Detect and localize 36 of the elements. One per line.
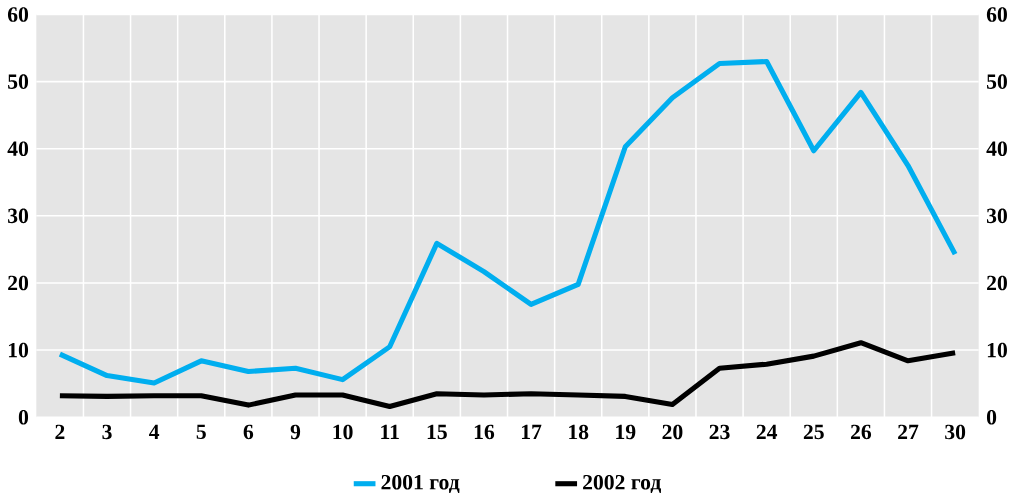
- y-tick-label: 10: [8, 342, 29, 358]
- y2-tick-label: 40: [986, 141, 1007, 157]
- x-tick-label: 18: [569, 424, 589, 440]
- x-tick-label: 24: [756, 424, 778, 440]
- y-tick-label: 20: [8, 275, 29, 291]
- x-tick-label: 30: [945, 424, 966, 440]
- y2-tick-label: 30: [986, 208, 1007, 224]
- x-tick-label: 16: [474, 424, 495, 440]
- y-tick-label: 40: [7, 141, 29, 157]
- legend-label: 2002 год: [583, 475, 662, 494]
- x-tick-label: 27: [898, 424, 919, 440]
- x-tick-label: 25: [803, 424, 824, 440]
- y-tick-label: 0: [18, 410, 29, 425]
- y2-tick-label: 10: [987, 342, 1007, 358]
- y2-tick-label: 60: [986, 7, 1007, 23]
- y2-tick-label: 20: [987, 275, 1007, 291]
- y2-tick-label: 50: [987, 74, 1007, 90]
- x-tick-label: 2: [55, 424, 65, 440]
- x-tick-label: 20: [662, 424, 683, 440]
- x-tick-label: 3: [102, 424, 112, 440]
- x-tick-label: 15: [427, 424, 447, 440]
- x-tick-label: 6: [243, 424, 254, 440]
- x-tick-label: 10: [333, 424, 353, 440]
- x-tick-label: 26: [850, 424, 872, 440]
- x-tick-label: 17: [521, 424, 542, 440]
- x-tick-label: 23: [709, 424, 730, 440]
- y-tick-label: 60: [7, 7, 29, 23]
- x-tick-label: 4: [149, 424, 160, 440]
- y-tick-label: 50: [8, 74, 29, 90]
- x-tick-label: 11: [381, 424, 399, 440]
- legend-label: 2001 год: [381, 475, 460, 494]
- y-tick-label: 30: [8, 208, 29, 224]
- x-tick-label: 5: [196, 424, 206, 440]
- x-tick-label: 9: [290, 424, 301, 440]
- y2-tick-label: 0: [986, 410, 997, 425]
- x-tick-label: 19: [616, 424, 636, 440]
